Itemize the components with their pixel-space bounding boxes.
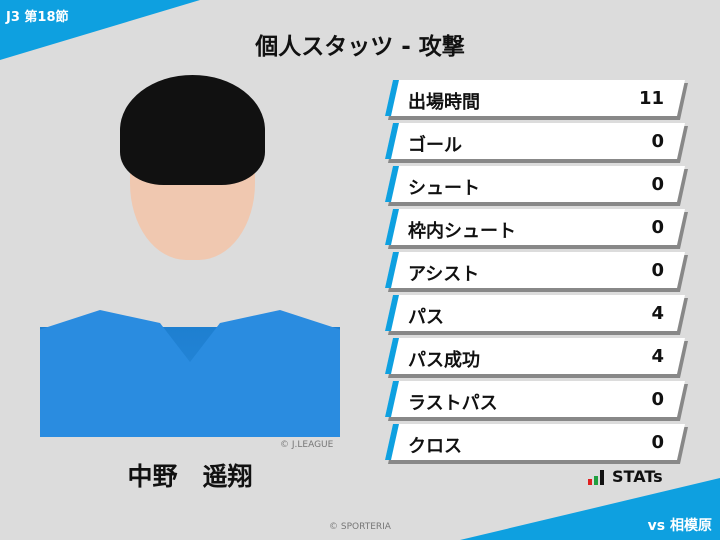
stat-row: クロス 0 xyxy=(385,424,688,461)
stat-label: パス xyxy=(408,307,444,328)
logo-bar-green xyxy=(594,476,598,485)
stat-value: 4 xyxy=(651,346,664,367)
stat-label: シュート xyxy=(408,178,480,199)
stat-row: ラストパス 0 xyxy=(385,381,688,418)
stat-row: ゴール 0 xyxy=(385,123,688,160)
logo-bar-black xyxy=(600,470,604,485)
stat-value: 0 xyxy=(651,174,664,195)
stat-label: ゴール xyxy=(408,135,462,156)
stat-value: 0 xyxy=(651,260,664,281)
stat-row: アシスト 0 xyxy=(385,252,688,289)
opponent-label: vs 相模原 xyxy=(647,518,712,534)
stat-row: パス成功 4 xyxy=(385,338,688,375)
stats-logo: STATs xyxy=(588,469,663,485)
logo-bar-red xyxy=(588,479,592,485)
stat-row: シュート 0 xyxy=(385,166,688,203)
stat-row: 出場時間 11 xyxy=(385,80,688,117)
round-label: J3 第18節 xyxy=(6,10,69,25)
stats-logo-text: STATs xyxy=(612,467,663,486)
footer-copyright: © SPORTERIA xyxy=(329,522,391,532)
stat-value: 0 xyxy=(651,389,664,410)
page-title: 個人スタッツ - 攻撃 xyxy=(255,34,465,60)
stat-value: 4 xyxy=(651,303,664,324)
player-photo xyxy=(40,70,340,437)
player-name: 中野 遥翔 xyxy=(127,462,253,491)
stat-label: 出場時間 xyxy=(408,92,480,113)
stat-label: アシスト xyxy=(408,264,480,285)
stat-label: パス成功 xyxy=(408,350,480,371)
stat-value: 0 xyxy=(651,217,664,238)
stat-row: パス 4 xyxy=(385,295,688,332)
stat-value: 0 xyxy=(651,432,664,453)
stat-row: 枠内シュート 0 xyxy=(385,209,688,246)
stats-list: 出場時間 11 ゴール 0 シュート 0 枠内シュート 0 アシスト 0 パス … xyxy=(385,80,688,467)
stat-label: ラストパス xyxy=(408,393,498,414)
photo-credit: © J.LEAGUE xyxy=(280,440,334,450)
stat-label: 枠内シュート xyxy=(408,221,516,242)
stat-value: 0 xyxy=(651,131,664,152)
stat-value: 11 xyxy=(638,88,664,109)
stat-label: クロス xyxy=(408,436,462,457)
